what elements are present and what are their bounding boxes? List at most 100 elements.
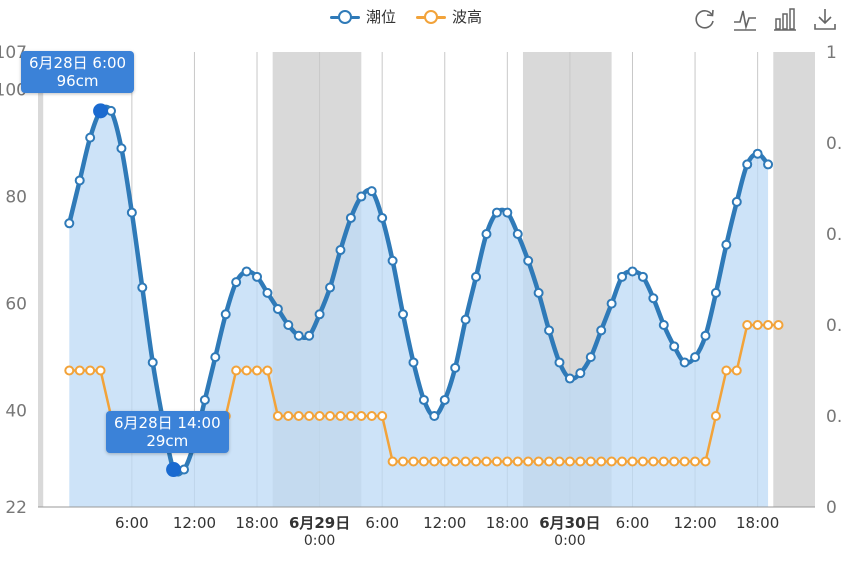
night-band-0 bbox=[38, 52, 44, 507]
wave-point-26 bbox=[335, 411, 346, 421]
wave-point-59 bbox=[679, 456, 690, 467]
legend-label-wave: 波高 bbox=[452, 8, 483, 26]
tide-point-15 bbox=[220, 309, 231, 320]
x-tick-sub-7: 0:00 bbox=[554, 533, 585, 549]
wave-point-32 bbox=[398, 456, 409, 467]
wave-point-58 bbox=[669, 456, 680, 467]
tide-point-27 bbox=[345, 212, 356, 223]
wave-point-37 bbox=[450, 456, 461, 467]
tooltip-low-value: 29cm bbox=[146, 432, 189, 450]
y-right-tick-5: 1 bbox=[826, 43, 837, 63]
tide-point-33 bbox=[408, 357, 419, 368]
wave-point-18 bbox=[252, 365, 263, 376]
wave-point-51 bbox=[596, 456, 607, 467]
tide-point-43 bbox=[512, 229, 523, 239]
tide-point-50 bbox=[585, 352, 596, 363]
tide-point-45 bbox=[533, 287, 544, 298]
wave-point-1 bbox=[74, 365, 85, 376]
tooltip-low-time: 6月28日 14:00 bbox=[114, 414, 221, 432]
y-right-tick-1: 0.2 bbox=[826, 407, 842, 427]
tide-point-56 bbox=[648, 293, 659, 304]
wave-point-29 bbox=[366, 411, 377, 421]
bar-chart-icon[interactable] bbox=[772, 6, 798, 32]
line-chart-icon[interactable] bbox=[732, 6, 758, 32]
tide-point-2 bbox=[85, 132, 96, 143]
tide-point-36 bbox=[439, 394, 450, 405]
tide-point-62 bbox=[710, 287, 721, 298]
legend-item-wave[interactable]: 波高 bbox=[416, 6, 482, 27]
tide-point-65 bbox=[742, 159, 753, 170]
y-right-tick-2: 0.4 bbox=[826, 316, 842, 336]
wave-point-42 bbox=[502, 456, 513, 467]
x-tick-label-2: 18:00 bbox=[235, 514, 278, 532]
x-tick-sub-3: 0:00 bbox=[304, 533, 335, 549]
wave-point-48 bbox=[564, 456, 575, 467]
download-icon[interactable] bbox=[812, 6, 838, 32]
tooltip-low-tide: 6月28日 14:00 29cm bbox=[106, 411, 229, 453]
y-right-tick-4: 0.8 bbox=[826, 134, 842, 154]
wave-point-46 bbox=[544, 456, 555, 467]
legend-label-tide: 潮位 bbox=[366, 8, 397, 26]
tooltip-high-tide: 6月28日 6:00 96cm bbox=[21, 51, 135, 93]
wave-point-47 bbox=[554, 456, 565, 467]
night-band-3 bbox=[773, 52, 815, 507]
wave-point-54 bbox=[627, 456, 638, 467]
x-tick-label-7: 6月30日 bbox=[539, 514, 600, 532]
wave-point-33 bbox=[408, 456, 419, 467]
tide-point-51 bbox=[596, 325, 607, 336]
tide-point-25 bbox=[325, 282, 336, 293]
tide-point-11 bbox=[179, 464, 190, 475]
wave-point-0 bbox=[64, 365, 75, 376]
tide-point-8 bbox=[147, 357, 158, 368]
wave-point-60 bbox=[690, 456, 701, 467]
tide-point-7 bbox=[137, 282, 148, 293]
wave-point-64 bbox=[731, 365, 742, 376]
tide-high-marker bbox=[93, 103, 109, 119]
tide-point-48 bbox=[564, 373, 575, 384]
wave-point-2 bbox=[85, 365, 96, 376]
tide-point-49 bbox=[575, 368, 586, 379]
x-tick-label-3: 6月29日 bbox=[289, 514, 350, 532]
y-right-tick-3: 0.6 bbox=[826, 225, 842, 245]
tide-point-39 bbox=[471, 271, 482, 282]
tide-point-22 bbox=[293, 330, 304, 341]
legend-swatch-wave bbox=[416, 9, 447, 24]
wave-point-30 bbox=[377, 411, 388, 421]
tooltip-high-time: 6月28日 6:00 bbox=[29, 54, 127, 72]
tide-point-61 bbox=[700, 330, 711, 341]
tide-point-1 bbox=[74, 175, 85, 186]
y-left-tick-5: 107 bbox=[0, 43, 27, 63]
tide-point-37 bbox=[450, 362, 461, 373]
tide-point-34 bbox=[418, 394, 429, 405]
tide-point-63 bbox=[721, 239, 732, 250]
tide-point-24 bbox=[314, 309, 325, 320]
tide-point-0 bbox=[64, 218, 75, 229]
wave-point-34 bbox=[418, 456, 429, 467]
wave-point-63 bbox=[721, 365, 732, 376]
area-fills bbox=[69, 106, 769, 507]
x-tick-label-4: 6:00 bbox=[365, 514, 399, 532]
restore-icon[interactable] bbox=[692, 6, 718, 32]
wave-point-21 bbox=[283, 411, 294, 421]
wave-point-66 bbox=[752, 320, 763, 330]
tide-point-23 bbox=[304, 330, 315, 341]
tide-point-20 bbox=[272, 303, 283, 314]
wave-point-28 bbox=[356, 411, 367, 421]
y-left-tick-0: 22 bbox=[5, 498, 27, 518]
tide-point-16 bbox=[231, 277, 242, 288]
wave-point-16 bbox=[231, 365, 242, 376]
wave-point-50 bbox=[585, 456, 596, 467]
wave-point-39 bbox=[471, 456, 482, 467]
wave-point-41 bbox=[491, 456, 502, 467]
tide-point-40 bbox=[481, 229, 492, 239]
tide-point-60 bbox=[690, 352, 701, 363]
wave-point-40 bbox=[481, 456, 492, 467]
legend-item-tide[interactable]: 潮位 bbox=[330, 6, 396, 27]
wave-point-3 bbox=[95, 365, 106, 376]
tide-point-31 bbox=[387, 255, 398, 266]
wave-point-23 bbox=[304, 411, 315, 421]
series-points bbox=[64, 105, 784, 475]
wave-point-62 bbox=[710, 411, 721, 421]
wave-point-56 bbox=[648, 456, 659, 467]
